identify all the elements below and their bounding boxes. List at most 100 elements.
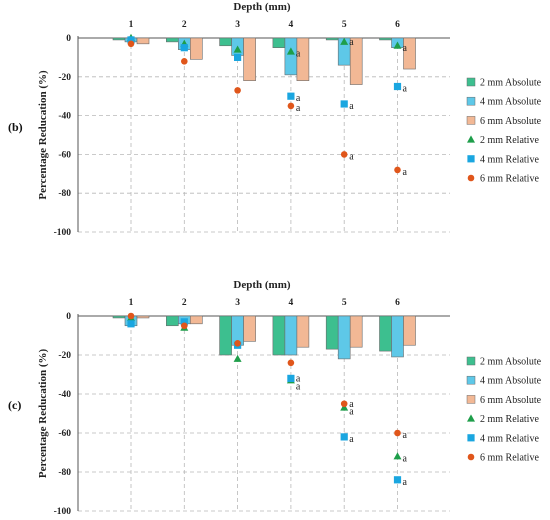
bar (243, 37, 256, 81)
panel-label: (b) (8, 120, 23, 134)
legend-label: 6 mm Relative (480, 453, 539, 464)
point-circle (340, 151, 348, 158)
legend-swatch (466, 375, 476, 385)
y-tick-label: -60 (58, 150, 71, 160)
annotation: a (403, 477, 408, 488)
y-tick-label: -20 (58, 351, 71, 361)
legend-swatch (466, 395, 476, 404)
annotation: a (349, 37, 354, 48)
annotation: a (349, 434, 354, 445)
y-tick-label: -100 (54, 507, 72, 517)
chart-title: Depth (mm) (233, 279, 290, 291)
bar (272, 315, 286, 356)
x-tick-label: 5 (342, 20, 347, 30)
x-tick-label: 3 (235, 20, 240, 30)
x-tick-label: 4 (289, 20, 294, 30)
bar (272, 37, 286, 48)
bar (296, 315, 310, 348)
y-tick-label: -80 (58, 189, 71, 199)
chart-title: Depth (mm) (233, 1, 290, 13)
annotation: a (296, 373, 301, 384)
bar (391, 315, 404, 358)
point-triangle (393, 452, 402, 460)
y-axis-label: Percentage Reducation (%) (37, 70, 49, 200)
x-tick-label: 6 (395, 298, 400, 308)
point-circle (234, 87, 241, 94)
bar (112, 37, 126, 41)
annotation: a (296, 49, 301, 60)
bar (337, 315, 351, 360)
bar (219, 37, 232, 47)
point-square (393, 476, 402, 484)
point-circle (340, 400, 348, 408)
annotation: a (349, 151, 354, 162)
point-square (234, 53, 242, 61)
y-tick-label: 0 (66, 312, 71, 322)
bar (243, 315, 256, 342)
legend-label: 2 mm Absolute (480, 357, 542, 368)
legend-label: 2 mm Absolute (480, 78, 542, 89)
x-tick-label: 6 (395, 20, 400, 30)
annotation: a (403, 43, 408, 54)
legend-label: 4 mm Absolute (480, 97, 542, 108)
bar (349, 37, 363, 85)
y-tick-label: -20 (58, 73, 71, 83)
x-tick-label: 1 (129, 298, 134, 308)
point-square (393, 82, 402, 91)
legend: 2 mm Absolute 4 mm Absolute 6 mm Absolute 2… (466, 78, 542, 185)
point-square (127, 36, 135, 44)
chart-panel-2: Depth (mm) 0 -20 -40 -60 -80 -100 1 2 3 4 5 6 Percent… (8, 279, 542, 517)
bar (219, 315, 232, 356)
legend-label: 6 mm Relative (480, 174, 539, 185)
bar (136, 37, 150, 45)
point-circle (127, 40, 135, 48)
bar (166, 37, 179, 43)
point-square (180, 44, 188, 52)
bar (112, 315, 126, 319)
legend-label: 2 mm Relative (480, 135, 539, 146)
legend: 2 mm Absolute 4 mm Absolute 6 mm Absolute 2… (466, 357, 542, 464)
point-triangle (393, 41, 402, 49)
x-tick-label: 2 (182, 298, 187, 308)
point-triangle (467, 414, 475, 422)
bar (296, 37, 310, 81)
annotation: a (403, 453, 408, 464)
y-tick-label: -60 (58, 429, 71, 439)
annotation: a (349, 399, 354, 410)
point-square (127, 320, 135, 328)
y-axis-label: Percentage Reducation (%) (37, 349, 49, 479)
y-tick-label: -80 (58, 468, 71, 478)
bar (166, 315, 179, 327)
point-circle (394, 166, 401, 174)
x-tick-label: 1 (129, 20, 134, 30)
point-triangle (286, 47, 295, 55)
annotation: a (349, 101, 354, 112)
legend-label: 6 mm Absolute (480, 116, 542, 127)
point-circle (287, 359, 295, 367)
annotation: a (403, 84, 408, 95)
legend-label: 4 mm Relative (480, 154, 539, 165)
point-square (467, 434, 475, 442)
legend-swatch (466, 96, 476, 106)
point-circle (127, 312, 135, 320)
x-tick-label: 4 (289, 298, 294, 308)
bar (136, 315, 150, 319)
legend-label: 4 mm Relative (480, 433, 539, 444)
bar (284, 315, 298, 356)
x-tick-label: 3 (235, 298, 240, 308)
point-circle (181, 322, 188, 330)
point-circle (181, 57, 188, 65)
bar (379, 37, 392, 41)
annotation: a (349, 407, 354, 418)
bar (190, 37, 203, 60)
y-tick-label: -100 (54, 228, 72, 238)
point-triangle (233, 45, 242, 53)
bar (190, 315, 203, 325)
annotation: a (296, 93, 301, 104)
bar (403, 37, 416, 70)
point-circle (467, 453, 475, 461)
point-square (340, 433, 348, 441)
annotation: a (403, 167, 408, 178)
point-square (287, 92, 295, 100)
